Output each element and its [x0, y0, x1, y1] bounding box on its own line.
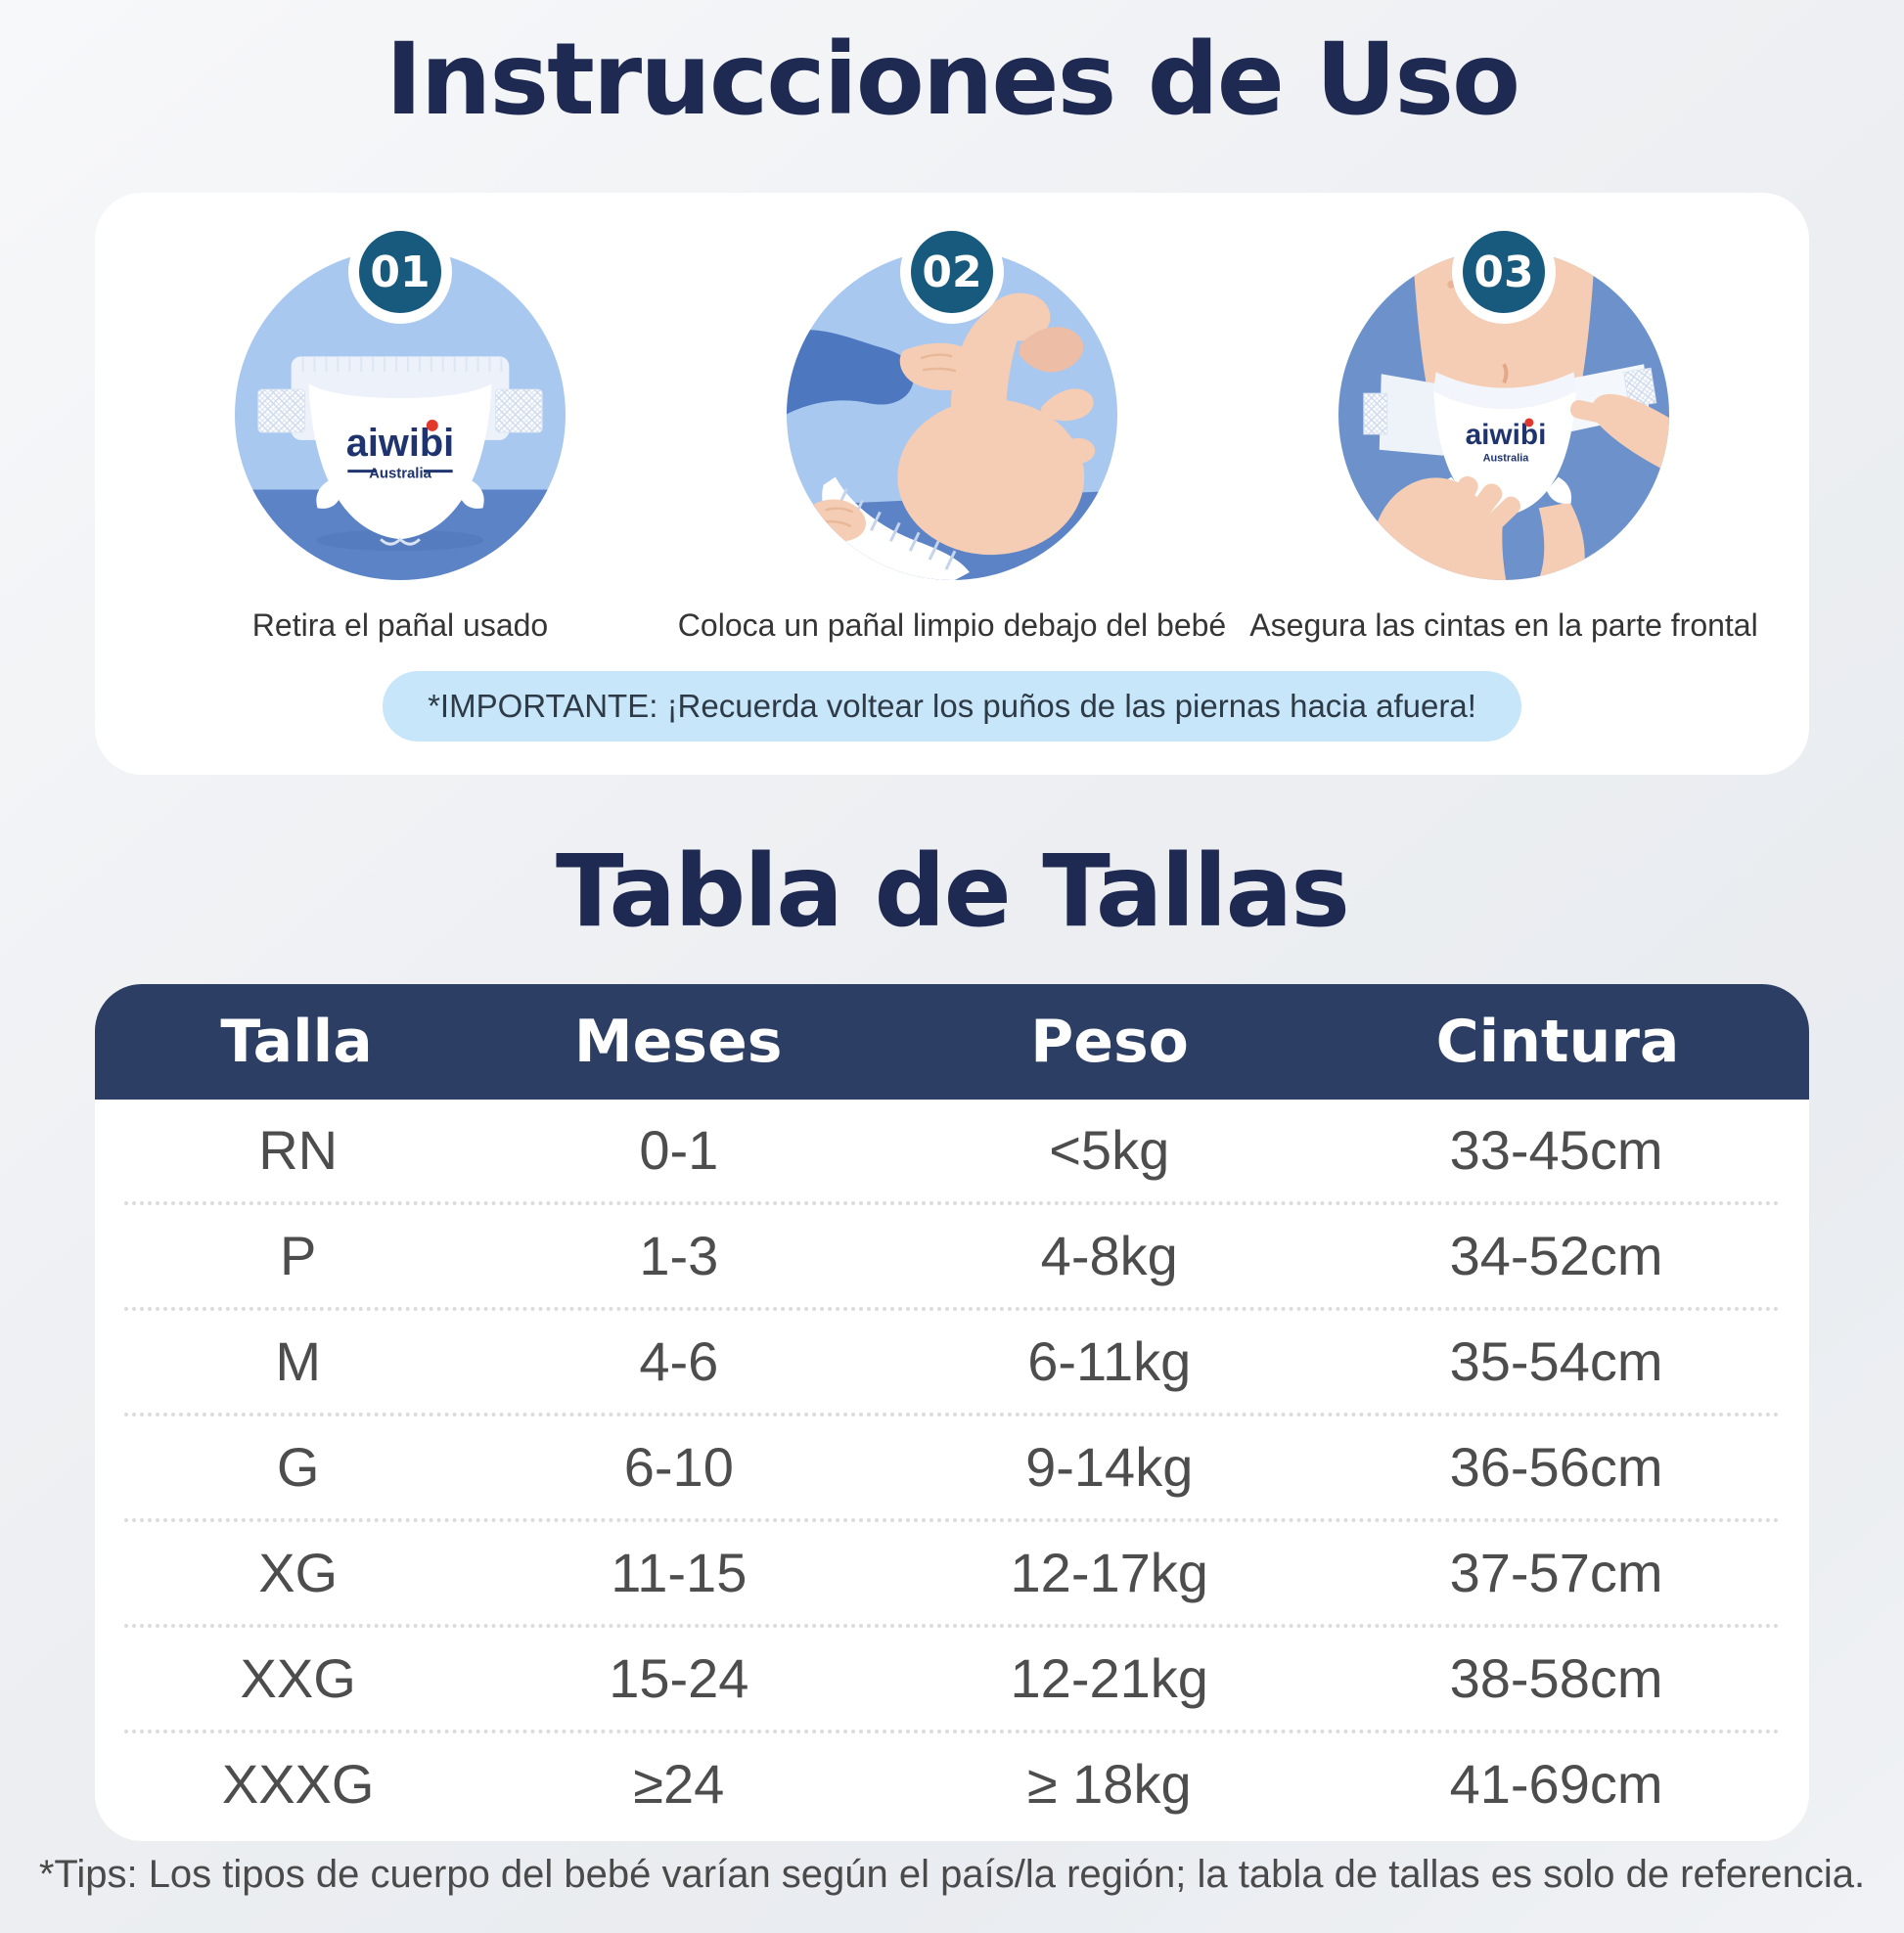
cell-talla: M [275, 1330, 321, 1392]
size-chart-body: RN 0-1 <5kg 33-45cm P 1-3 4-8kg 34-52cm … [95, 1100, 1809, 1835]
size-chart-card: Talla Meses Peso Cintura RN 0-1 <5kg 33-… [95, 983, 1809, 1841]
header-cell-talla: Talla [220, 1007, 373, 1076]
cell-meses: 6-10 [623, 1436, 734, 1498]
cell-cintura: 41-69cm [1449, 1753, 1663, 1815]
important-note: *IMPORTANTE: ¡Recuerda voltear los puños… [383, 671, 1521, 742]
step-3-circle: aiwibi Australia [1338, 220, 1669, 581]
page-title: Instrucciones de Uso [385, 22, 1520, 138]
size-row-xxxg: XXXG ≥24 ≥ 18kg 41-69cm [124, 1729, 1780, 1835]
cell-talla: G [276, 1436, 320, 1498]
step-3-badge: 03 [1452, 220, 1556, 325]
cell-cintura: 37-57cm [1449, 1542, 1663, 1603]
brand-logo: aiwibi [1466, 419, 1547, 451]
baby [897, 292, 1096, 556]
cell-talla: XXG [240, 1647, 356, 1709]
cell-peso: 12-17kg [1010, 1542, 1208, 1603]
cell-peso: 12-21kg [1010, 1647, 1208, 1709]
cell-peso: ≥ 18kg [1026, 1753, 1192, 1815]
step-1-circle: aiwibi Australia 01 [235, 220, 566, 581]
size-row-rn: RN 0-1 <5kg 33-45cm [124, 1100, 1780, 1201]
brand-sub: Australia [369, 467, 431, 482]
steps-row: aiwibi Australia 01 Retira el pañal usad… [124, 220, 1780, 644]
size-row-g: G 6-10 9-14kg 36-56cm [124, 1412, 1780, 1518]
size-row-p: P 1-3 4-8kg 34-52cm [124, 1200, 1780, 1307]
diaper: aiwibi Australia [257, 356, 543, 546]
cell-peso: <5kg [1049, 1119, 1170, 1181]
step-1: aiwibi Australia 01 Retira el pañal usad… [124, 220, 676, 644]
cell-meses: 1-3 [639, 1225, 719, 1286]
size-row-m: M 4-6 6-11kg 35-54cm [124, 1306, 1780, 1413]
logo-red-dot [1524, 418, 1534, 427]
step-2-badge: 02 [900, 220, 1004, 325]
step-3: aiwibi Australia [1228, 220, 1780, 644]
cell-talla: XXXG [221, 1753, 375, 1815]
size-chart-header: Talla Meses Peso Cintura [95, 983, 1809, 1100]
cell-peso: 4-8kg [1040, 1225, 1178, 1286]
cell-cintura: 33-45cm [1449, 1119, 1663, 1181]
logo-red-dot [426, 420, 438, 432]
navel [1502, 363, 1509, 384]
size-chart-title: Tabla de Tallas [555, 833, 1350, 951]
header-cell-peso: Peso [1030, 1007, 1189, 1076]
parent-hand-holding-legs [899, 342, 987, 391]
tips-note: *Tips: Los tipos de cuerpo del bebé varí… [38, 1852, 1866, 1896]
parent-sleeve [787, 330, 914, 418]
cell-talla: XG [258, 1542, 339, 1603]
parent-arm-pulling-tape [1569, 394, 1669, 475]
cell-cintura: 35-54cm [1449, 1330, 1663, 1392]
used-diaper-illustration: aiwibi Australia [235, 249, 566, 581]
tape-left [1363, 392, 1388, 435]
cell-peso: 6-11kg [1027, 1330, 1192, 1392]
tape-right [494, 388, 543, 433]
place-diaper-illustration [787, 249, 1117, 581]
cell-meses: 11-15 [611, 1542, 748, 1603]
brand-logo: aiwibi [346, 422, 454, 465]
brand-sub: Australia [1483, 453, 1530, 465]
tape-left [257, 388, 306, 433]
cell-talla: P [279, 1225, 317, 1286]
cell-peso: 9-14kg [1025, 1436, 1194, 1498]
step-2-circle: 02 [787, 220, 1117, 581]
header-cell-meses: Meses [573, 1007, 783, 1076]
cell-cintura: 38-58cm [1449, 1647, 1663, 1709]
cell-meses: 15-24 [609, 1647, 749, 1709]
step-1-badge: 01 [348, 220, 452, 325]
header-cell-cintura: Cintura [1435, 1007, 1680, 1076]
size-row-xxg: XXG 15-24 12-21kg 38-58cm [124, 1623, 1780, 1730]
cell-cintura: 34-52cm [1449, 1225, 1663, 1286]
step-1-caption: Retira el pañal usado [251, 607, 549, 644]
instructions-card: aiwibi Australia 01 Retira el pañal usad… [95, 193, 1809, 776]
size-row-xg: XG 11-15 12-17kg 37-57cm [124, 1517, 1780, 1624]
step-2-caption: Coloca un pañal limpio debajo del bebé [677, 607, 1227, 644]
cell-cintura: 36-56cm [1449, 1436, 1663, 1498]
cell-meses: 4-6 [639, 1330, 719, 1392]
cell-meses: ≥24 [633, 1753, 725, 1815]
step-2: 02 Coloca un pañal limpio debajo del beb… [676, 220, 1228, 644]
cell-meses: 0-1 [639, 1119, 719, 1181]
step-3-caption: Asegura las cintas en la parte frontal [1249, 607, 1758, 644]
cell-talla: RN [258, 1119, 339, 1181]
